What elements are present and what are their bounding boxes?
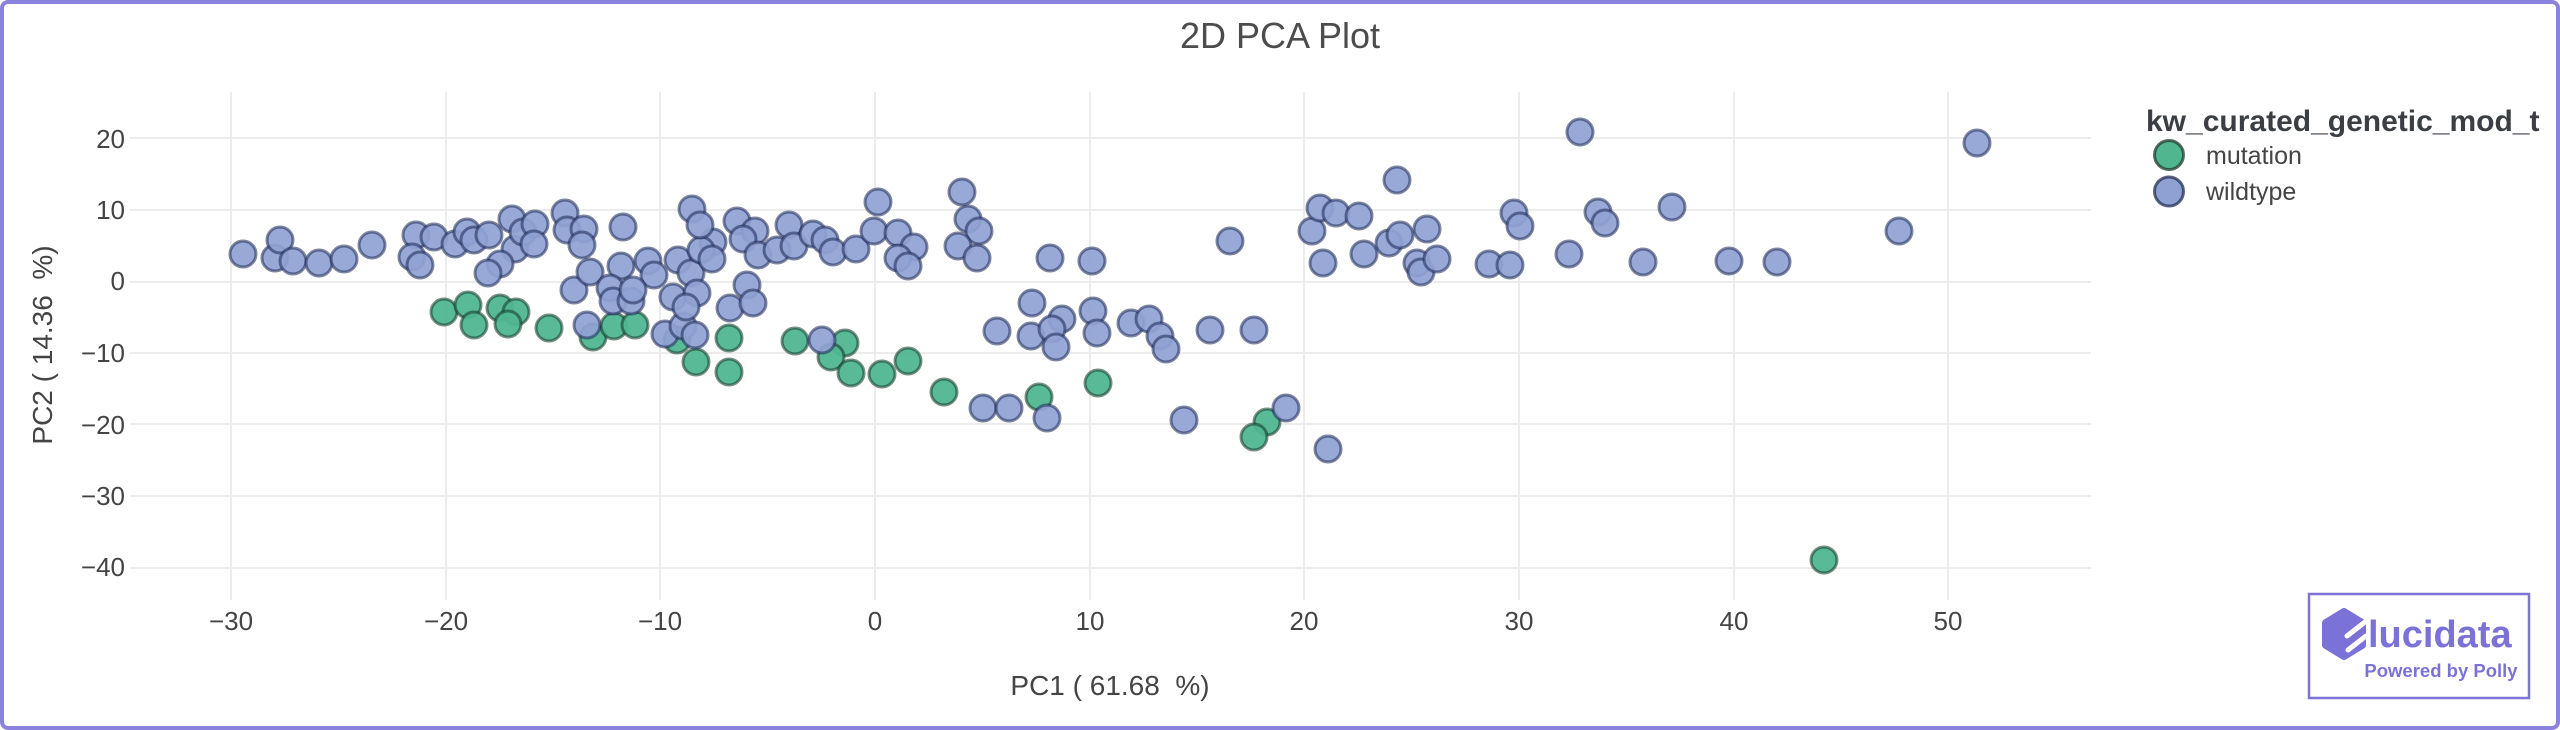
svg-text:−30: −30 xyxy=(81,481,125,511)
svg-text:50: 50 xyxy=(1934,606,1963,636)
svg-text:0: 0 xyxy=(111,266,125,296)
svg-text:wildtype: wildtype xyxy=(2205,178,2296,206)
svg-text:−20: −20 xyxy=(424,606,468,636)
svg-text:0: 0 xyxy=(868,606,882,636)
svg-text:PC1 ( 61.68 %): PC1 ( 61.68 %) xyxy=(1010,670,1209,701)
svg-text:Powered by Polly: Powered by Polly xyxy=(2364,660,2518,681)
svg-text:−40: −40 xyxy=(81,552,125,582)
svg-text:20: 20 xyxy=(96,124,125,154)
svg-text:2D PCA Plot: 2D PCA Plot xyxy=(1180,15,1380,56)
svg-text:PC2 ( 14.36 %): PC2 ( 14.36 %) xyxy=(27,245,58,444)
svg-text:30: 30 xyxy=(1505,606,1534,636)
svg-text:−20: −20 xyxy=(81,410,125,440)
svg-text:10: 10 xyxy=(96,195,125,225)
svg-text:−10: −10 xyxy=(81,338,125,368)
svg-text:−30: −30 xyxy=(209,606,253,636)
svg-text:10: 10 xyxy=(1076,606,1105,636)
svg-text:20: 20 xyxy=(1290,606,1319,636)
svg-text:lucidata: lucidata xyxy=(2368,614,2512,656)
svg-text:kw_curated_genetic_mod_t: kw_curated_genetic_mod_t xyxy=(2146,105,2539,138)
svg-text:40: 40 xyxy=(1720,606,1749,636)
svg-text:mutation: mutation xyxy=(2206,142,2302,170)
svg-text:−10: −10 xyxy=(638,606,682,636)
